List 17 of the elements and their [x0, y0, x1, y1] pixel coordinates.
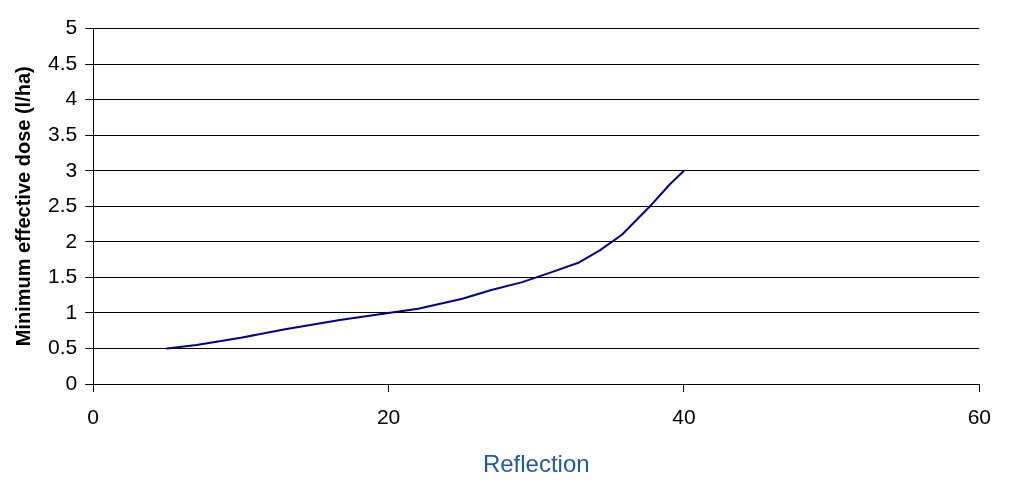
- y-tick-label: 4.5: [47, 50, 78, 74]
- x-tick-label: 20: [376, 405, 401, 429]
- y-tick-label: 1.5: [47, 264, 78, 288]
- y-tick-label: 3: [65, 157, 78, 181]
- y-tick-label: 0: [65, 370, 78, 394]
- x-tick-label: 60: [967, 405, 991, 429]
- x-axis-title: Reflection: [482, 450, 590, 478]
- y-tick-label: 1: [65, 299, 78, 323]
- y-tick-label: 5: [65, 15, 78, 39]
- x-tick-label: 40: [672, 405, 696, 429]
- y-axis-title: Minimum effective dose (l/ha): [11, 66, 34, 347]
- y-tick-label: 3.5: [47, 122, 78, 146]
- y-tick-label: 0.5: [47, 335, 78, 359]
- y-tick-label: 2.5: [47, 193, 78, 217]
- y-tick-label: 2: [65, 228, 78, 252]
- y-tick-label: 4: [65, 86, 78, 110]
- x-tick-label: 0: [87, 405, 100, 429]
